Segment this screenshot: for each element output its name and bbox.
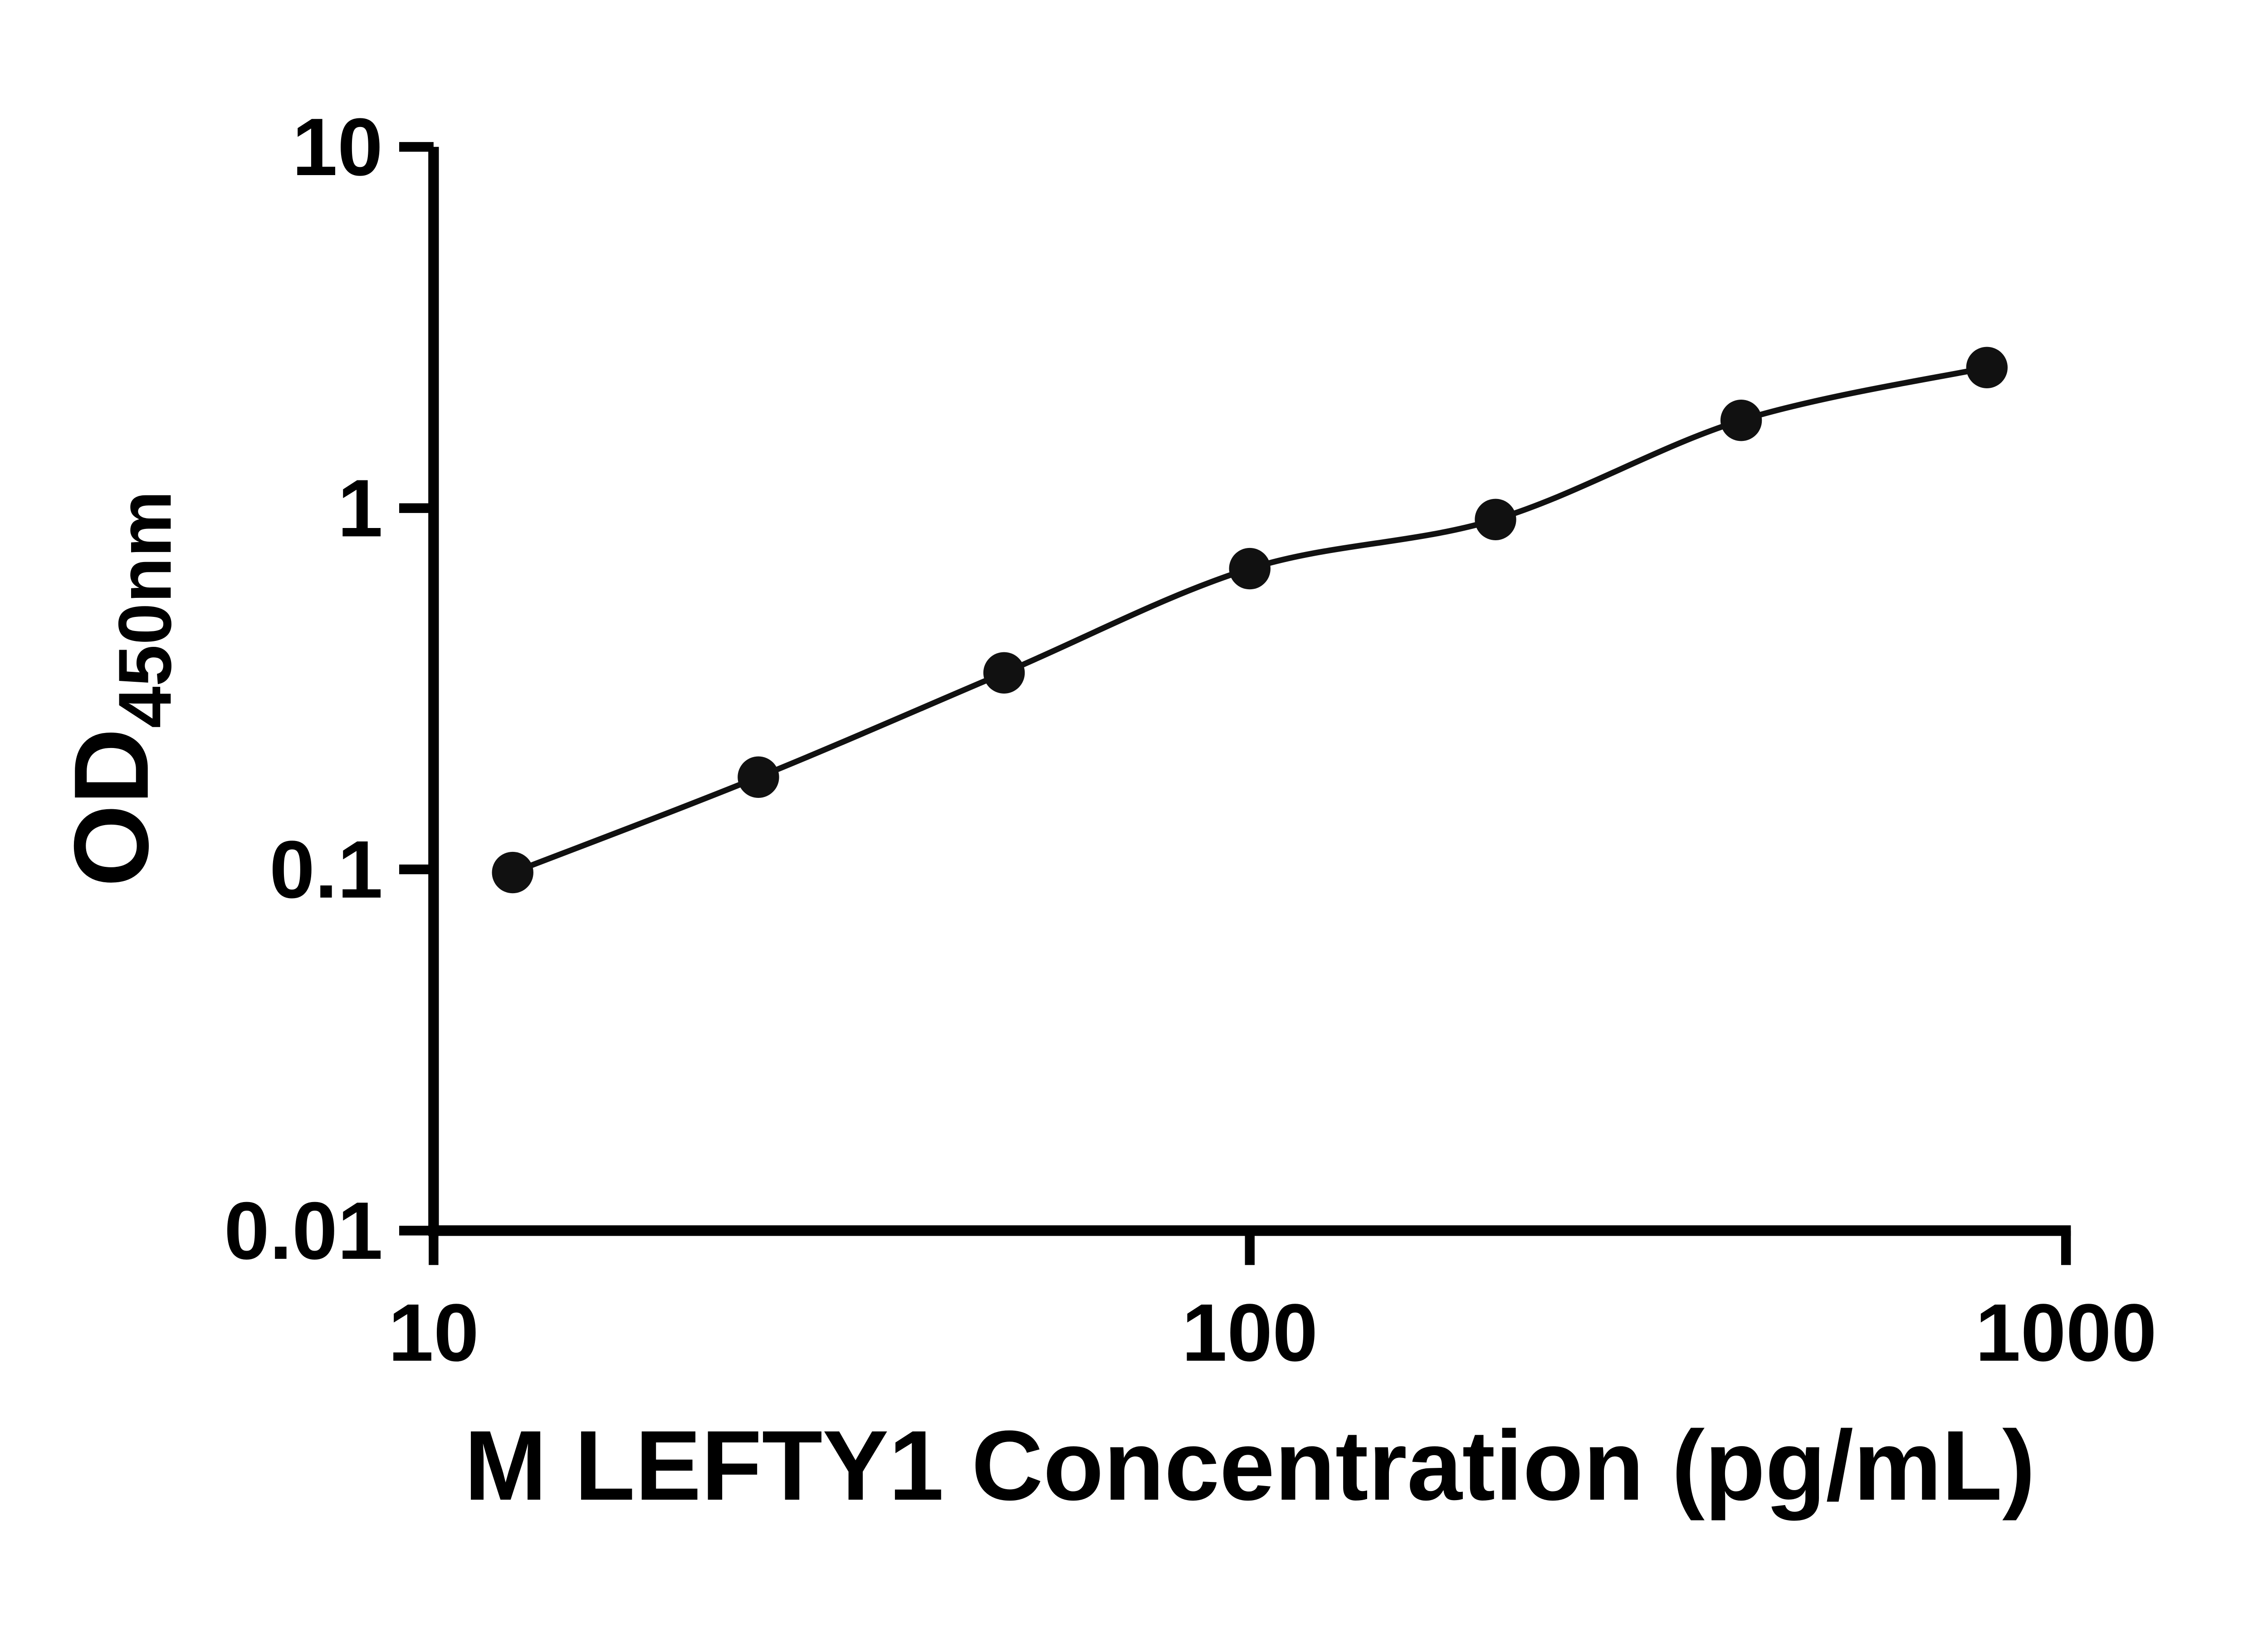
data-point-marker [738, 756, 779, 798]
standard-curve-line [511, 365, 1988, 875]
data-point-marker [983, 652, 1025, 694]
y-tick-label: 0.1 [269, 824, 383, 915]
fit-curve-path [511, 365, 1988, 875]
data-point-marker [1966, 347, 2008, 388]
y-axis-title: OD450nm [53, 490, 187, 887]
data-point-marker [492, 851, 533, 894]
plot-axes [399, 142, 2071, 1265]
elisa-standard-curve-figure: 10 1 0.1 0.01 10 100 1000 M LEFTY1 Concentrati… [52, 102, 2157, 1521]
data-point-marker [1475, 499, 1516, 540]
data-point-markers [492, 347, 2008, 894]
x-tick-label: 1000 [1975, 1287, 2157, 1379]
y-axis-title-subscript: 450nm [103, 490, 187, 728]
x-tick-label: 10 [388, 1287, 479, 1379]
data-point-marker [1720, 399, 1762, 441]
y-tick-label: 1 [337, 463, 383, 554]
y-axis-title-main: OD [53, 728, 171, 887]
x-axis-title: M LEFTY1 Concentration (pg/mL) [464, 1410, 2035, 1521]
x-tick-label: 100 [1182, 1287, 1318, 1379]
y-tick-label: 10 [292, 102, 383, 193]
y-tick-label: 0.01 [224, 1185, 383, 1276]
data-point-marker [1229, 548, 1271, 590]
